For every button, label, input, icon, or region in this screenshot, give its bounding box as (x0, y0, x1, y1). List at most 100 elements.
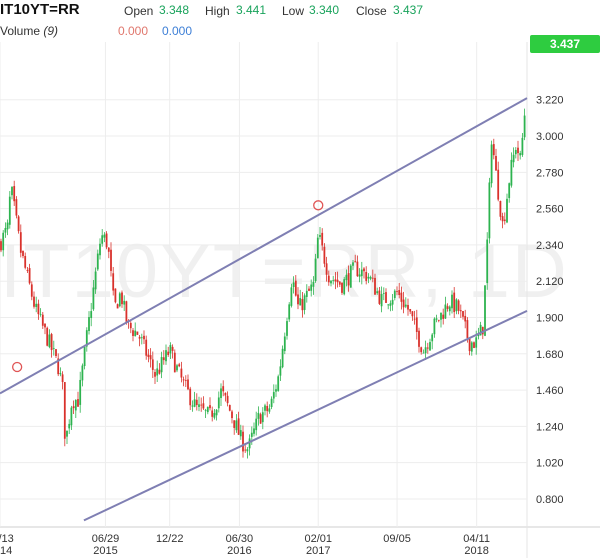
candle-body (57, 358, 60, 375)
candle-153 (336, 271, 339, 288)
candle-66 (145, 335, 148, 360)
channel-line-1 (83, 309, 528, 522)
grid (0, 42, 600, 558)
candle-body (521, 137, 524, 155)
candle-body (264, 405, 266, 411)
candle-168 (369, 275, 372, 281)
candle-37 (81, 363, 84, 387)
candle-112 (246, 447, 249, 459)
candle-232 (510, 152, 513, 188)
last-price-tag: 3.437 (530, 35, 600, 53)
candle-body (107, 247, 110, 252)
y-tick-label-5: 1.900 (536, 312, 564, 324)
candle-body (228, 405, 231, 411)
candle-body (81, 365, 84, 381)
candle-181 (398, 283, 401, 299)
candle-20 (44, 322, 46, 335)
candle-54 (118, 291, 121, 308)
candle-110 (242, 425, 244, 458)
candle-129 (283, 332, 286, 355)
candle-body (255, 418, 258, 431)
candle-25 (55, 349, 57, 359)
candle-body (259, 414, 262, 424)
candle-173 (380, 286, 383, 313)
volume-value-1: 0.000 (118, 24, 149, 38)
low-label: Low (282, 4, 305, 18)
candle-237 (521, 133, 524, 157)
candle-body (501, 216, 504, 222)
candle-body (303, 295, 306, 310)
candle-body (341, 282, 343, 293)
candle-203 (446, 303, 449, 312)
candle-body (24, 255, 27, 268)
candle-body (52, 348, 55, 349)
y-tick-label-0: 0.800 (536, 494, 564, 506)
candle-body (248, 438, 251, 449)
x-tick-label-0: 09/13 (0, 533, 14, 545)
candle-body (382, 292, 385, 294)
candle-155 (341, 282, 343, 295)
candle-2 (4, 222, 7, 238)
candle-159 (349, 264, 352, 288)
candle-134 (294, 275, 297, 297)
candle-body (90, 311, 93, 318)
candle-body (517, 147, 519, 154)
candle-65 (143, 330, 145, 344)
candle-135 (297, 287, 299, 310)
candle-57 (125, 300, 128, 325)
candle-body (297, 294, 299, 305)
x-tick-year-4: 2017 (306, 545, 330, 557)
candle-body (202, 403, 205, 409)
x-tick-year-6: 2018 (464, 545, 488, 557)
candle-body (371, 277, 374, 279)
candle-144 (316, 234, 319, 259)
candle-210 (462, 311, 464, 320)
candle-body (246, 449, 249, 452)
open-value: 3.348 (159, 3, 190, 17)
candle-72 (158, 363, 161, 375)
candle-41 (90, 302, 93, 327)
candle-body (206, 406, 209, 413)
candle-body (0, 241, 2, 251)
candle-117 (257, 406, 260, 426)
candle-235 (517, 140, 519, 162)
candle-68 (149, 348, 152, 368)
candle-198 (435, 314, 438, 323)
candle-61 (134, 322, 137, 337)
candle-body (477, 334, 480, 337)
candle-231 (508, 182, 511, 203)
candle-184 (404, 297, 407, 309)
candle-172 (378, 286, 381, 305)
candle-238 (523, 108, 526, 141)
candle-165 (363, 267, 365, 279)
candle-body (301, 299, 304, 311)
symbol-title: IT10YT=RR (0, 1, 80, 18)
candle-119 (261, 407, 264, 430)
candle-38 (83, 344, 86, 370)
candle-body (281, 348, 284, 368)
candle-body (455, 299, 458, 312)
candle-body (484, 285, 486, 336)
candle-body (413, 318, 416, 320)
candle-body (13, 186, 16, 202)
candle-46 (101, 229, 104, 247)
candle-106 (233, 420, 236, 435)
candle-70 (154, 369, 156, 384)
x-tick-year-3: 2016 (227, 545, 251, 557)
candle-94 (206, 406, 209, 415)
candle-152 (334, 271, 337, 290)
candle-body (356, 261, 359, 277)
y-tick-label-7: 2.340 (536, 240, 564, 252)
candle-208 (457, 299, 460, 315)
y-axis: 0.800 1.020 1.240 1.460 1.680 1.900 2.120 2.340… (536, 95, 564, 506)
candle-6 (13, 180, 16, 206)
candle-body (178, 364, 181, 367)
candle-139 (305, 284, 308, 303)
candle-1 (2, 230, 5, 257)
candle-body (464, 315, 467, 322)
candle-body (11, 187, 13, 196)
candle-body (99, 243, 101, 256)
candle-92 (202, 396, 205, 410)
candle-body (96, 253, 99, 270)
